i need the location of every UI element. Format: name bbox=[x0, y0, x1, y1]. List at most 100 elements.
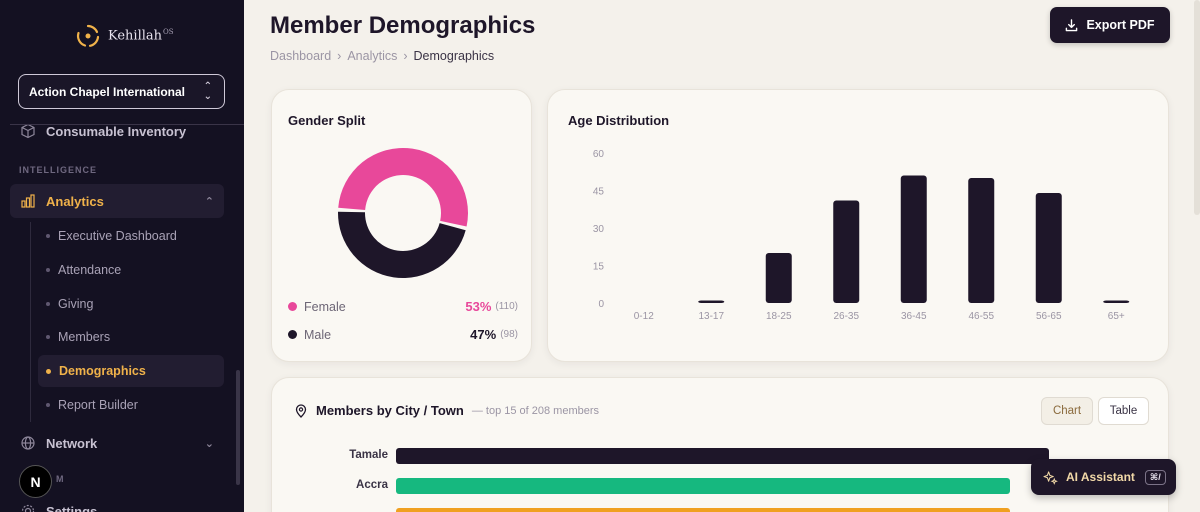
sidebar-item-label: Network bbox=[46, 435, 98, 451]
bullet-icon bbox=[46, 368, 51, 374]
section-label-intelligence: INTELLIGENCE bbox=[19, 165, 98, 175]
breadcrumb-dashboard[interactable]: Dashboard bbox=[270, 49, 332, 63]
legend-row-female: Female 53% (110) bbox=[288, 299, 518, 314]
page-title: Member Demographics bbox=[270, 12, 536, 39]
bullet-icon bbox=[46, 302, 50, 306]
n-badge[interactable]: N bbox=[19, 465, 52, 498]
sparkles-icon bbox=[1043, 470, 1058, 485]
city-bar[interactable] bbox=[396, 448, 1049, 464]
brand-name: KehillahOS bbox=[108, 28, 174, 44]
brand[interactable]: KehillahOS bbox=[76, 24, 174, 48]
x-tick-label: 26-35 bbox=[833, 311, 859, 322]
sidebar-item-settings[interactable]: Settings bbox=[10, 494, 224, 512]
ai-assistant-label: AI Assistant bbox=[1066, 470, 1135, 484]
sidebar-subitem-demographics[interactable]: Demographics bbox=[38, 355, 224, 387]
legend-swatch-female bbox=[288, 302, 297, 311]
globe-icon bbox=[21, 436, 35, 450]
gear-icon bbox=[21, 504, 35, 512]
export-pdf-button[interactable]: Export PDF bbox=[1050, 7, 1170, 43]
y-tick-label: 15 bbox=[593, 262, 605, 273]
sidebar-item-analytics[interactable]: Analytics ⌃ bbox=[10, 184, 224, 218]
sidebar-item-label: Consumable Inventory bbox=[46, 123, 187, 139]
age-bar-36-45[interactable] bbox=[900, 175, 927, 304]
sidebar-subitem-attendance[interactable]: Attendance bbox=[38, 254, 224, 286]
city-card-subtitle: — top 15 of 208 members bbox=[471, 404, 600, 417]
sidebar-subitem-report-builder[interactable]: Report Builder bbox=[38, 389, 224, 421]
sidebar-item-network[interactable]: Network ⌄ bbox=[10, 426, 224, 460]
sidebar-item-label: Analytics bbox=[46, 193, 104, 209]
sidebar-item-label: Settings bbox=[46, 503, 98, 512]
x-tick-label: 0-12 bbox=[634, 311, 654, 322]
x-tick-label: 46-55 bbox=[968, 311, 994, 322]
age-bar-65+[interactable] bbox=[1103, 300, 1130, 304]
view-toggle-chart[interactable]: Chart bbox=[1041, 397, 1093, 425]
age-bar-18-25[interactable] bbox=[765, 253, 792, 303]
x-tick-label: 65+ bbox=[1108, 311, 1125, 322]
female-count: (110) bbox=[495, 301, 518, 312]
ai-shortcut-badge: ⌘/ bbox=[1144, 469, 1166, 485]
male-percent: 47% bbox=[470, 327, 497, 342]
y-tick-label: 0 bbox=[598, 299, 604, 310]
subitem-label: Executive Dashboard bbox=[58, 229, 177, 243]
cube-icon bbox=[21, 123, 35, 139]
sidebar-divider bbox=[10, 124, 244, 125]
gender-donut-chart bbox=[338, 147, 468, 278]
age-bar-46-55[interactable] bbox=[968, 178, 995, 303]
sidebar-subitem-giving[interactable]: Giving bbox=[38, 288, 224, 320]
age-bar-26-35[interactable] bbox=[833, 200, 860, 304]
sidebar-subitem-members[interactable]: Members bbox=[38, 321, 224, 353]
legend-label-male: Male bbox=[304, 327, 332, 342]
bullet-icon bbox=[46, 268, 50, 272]
kehillah-logo-icon bbox=[76, 24, 100, 47]
age-bar-56-65[interactable] bbox=[1035, 193, 1062, 303]
legend-swatch-male bbox=[288, 330, 297, 339]
y-tick-label: 60 bbox=[593, 149, 605, 160]
sidebar-scrollbar[interactable] bbox=[236, 370, 240, 485]
chevron-up-icon: ⌃ bbox=[204, 195, 214, 208]
sidebar-subitem-executive-dashboard[interactable]: Executive Dashboard bbox=[38, 220, 224, 252]
age-distribution-title: Age Distribution bbox=[568, 113, 670, 128]
donut-slice-female bbox=[338, 147, 468, 227]
sidebar: KehillahOS Action Chapel International ⌃… bbox=[0, 0, 244, 512]
map-pin-icon bbox=[295, 403, 307, 418]
subitem-label: Attendance bbox=[58, 263, 122, 277]
x-tick-label: 56-65 bbox=[1036, 311, 1062, 322]
bullet-icon bbox=[46, 234, 50, 238]
legend-row-male: Male 47% (98) bbox=[288, 327, 518, 342]
page-scrollbar[interactable] bbox=[1194, 0, 1200, 215]
city-label: Tamale bbox=[349, 449, 388, 461]
organization-select[interactable]: Action Chapel International ⌃ ⌄ bbox=[18, 74, 225, 109]
subitem-label: Members bbox=[58, 330, 111, 344]
ai-assistant-button[interactable]: AI Assistant ⌘/ bbox=[1031, 459, 1176, 495]
donut-slice-male bbox=[338, 211, 466, 278]
city-card-header: Members by City / Town — top 15 of 208 m… bbox=[294, 403, 599, 418]
female-percent: 53% bbox=[465, 299, 492, 314]
bullet-icon bbox=[46, 403, 50, 407]
tree-line bbox=[30, 222, 31, 422]
view-toggle-table[interactable]: Table bbox=[1098, 397, 1149, 425]
sidebar-item-consumable-inventory[interactable]: Consumable Inventory bbox=[10, 114, 224, 148]
breadcrumb-separator-icon: › bbox=[337, 49, 342, 63]
subitem-label: Report Builder bbox=[58, 398, 138, 412]
organization-select-value: Action Chapel International bbox=[29, 84, 186, 99]
breadcrumb-separator-icon: › bbox=[403, 49, 408, 63]
age-bar-13-17[interactable] bbox=[698, 300, 725, 304]
city-bar[interactable] bbox=[396, 508, 1010, 512]
city-card-title: Members by City / Town bbox=[316, 403, 464, 418]
chevron-down-icon: ⌄ bbox=[204, 437, 214, 450]
breadcrumb: Dashboard › Analytics › Demographics bbox=[270, 49, 494, 63]
city-label: Accra bbox=[356, 479, 388, 491]
bullet-icon bbox=[46, 335, 50, 339]
download-icon bbox=[1066, 18, 1078, 31]
x-tick-label: 13-17 bbox=[698, 311, 724, 322]
members-by-city-card: Members by City / Town — top 15 of 208 m… bbox=[271, 377, 1169, 512]
breadcrumb-analytics[interactable]: Analytics bbox=[347, 49, 398, 63]
subitem-label: Giving bbox=[58, 297, 94, 311]
x-tick-label: 36-45 bbox=[901, 311, 927, 322]
y-tick-label: 45 bbox=[593, 187, 605, 198]
city-bar[interactable] bbox=[396, 478, 1010, 494]
x-tick-label: 18-25 bbox=[766, 311, 792, 322]
legend-label-female: Female bbox=[304, 299, 346, 314]
export-pdf-label: Export PDF bbox=[1086, 18, 1155, 32]
select-chevron-icon: ⌃ ⌄ bbox=[203, 80, 212, 102]
